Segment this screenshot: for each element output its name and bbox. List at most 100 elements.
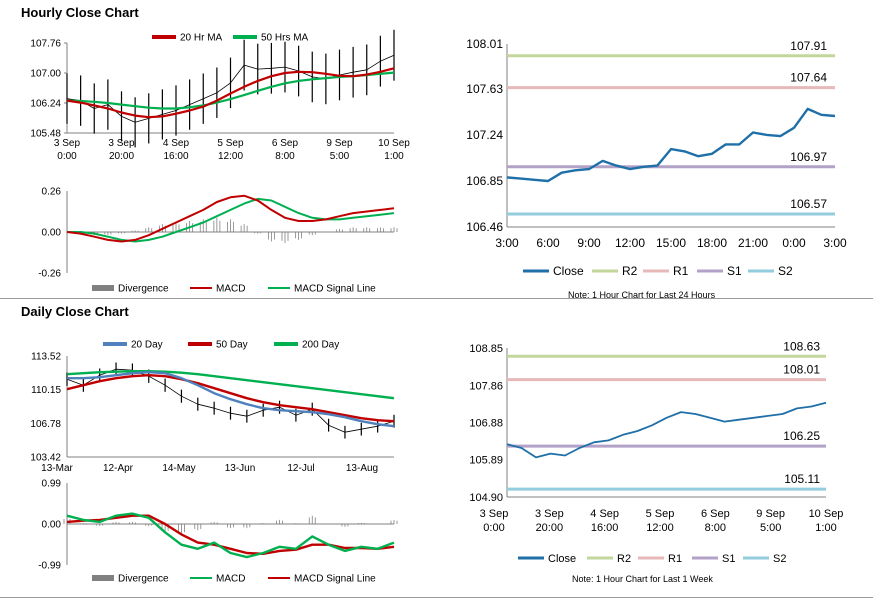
hourly-levels-x-tick: 21:00 — [738, 236, 768, 250]
hourly-legend-signal-swatch — [268, 287, 290, 289]
hourly-price-y-tick: 107.00 — [30, 69, 61, 80]
daily-legend-ma50-swatch — [188, 342, 212, 346]
bottom-divider — [0, 597, 873, 598]
daily-level-s2-label: 105.11 — [784, 472, 820, 486]
daily-legend-divergence-label: Divergence — [118, 574, 169, 585]
hourly-price-x-tick: 6 Sep 8:00 — [272, 138, 299, 162]
hourly-section-title: Hourly Close Chart — [21, 5, 139, 20]
hourly-legend-divergence-swatch — [92, 285, 114, 291]
daily-legend-ma20-swatch — [103, 342, 127, 346]
daily-note: Note: 1 Hour Chart for Last 1 Week — [572, 574, 713, 584]
daily-levels-x-tick: 3 Sep 20:00 — [535, 508, 564, 534]
daily-levels-x-tick: 5 Sep 12:00 — [646, 508, 675, 534]
hourly-levels-y-tick: 107.63 — [466, 82, 503, 96]
hourly-legend-macd-swatch — [190, 287, 212, 289]
daily-macd-y-tick: 0.99 — [42, 479, 62, 490]
hourly-levels-legend-label: R1 — [673, 264, 689, 278]
daily-levels-legend-label: R1 — [668, 553, 682, 565]
daily-legend-divergence-swatch — [92, 575, 114, 581]
section-divider — [0, 298, 873, 299]
daily-levels-y-tick: 105.89 — [469, 455, 503, 467]
hourly-legend-ma20-label: 20 Hr MA — [180, 33, 223, 44]
daily-level-r2-label: 108.63 — [783, 339, 820, 353]
hourly-level-s1-label: 106.97 — [790, 150, 827, 164]
hourly-legend-ma50-swatch — [233, 35, 257, 39]
hourly-legend-ma20-swatch — [152, 35, 176, 39]
daily-price-y-tick: 110.15 — [31, 385, 61, 396]
hourly-price-x-tick: 3 Sep 0:00 — [54, 138, 81, 162]
daily-legend-signal-swatch — [268, 577, 290, 579]
hourly-price-x-tick: 10 Sep 1:00 — [378, 138, 410, 162]
hourly-levels-x-tick: 15:00 — [656, 236, 686, 250]
daily-section-title: Daily Close Chart — [21, 304, 129, 319]
hourly-levels-x-tick: 0:00 — [782, 236, 806, 250]
daily-price-x-tick: 12-Apr — [103, 463, 134, 474]
daily-macd-line — [66, 512, 395, 559]
daily-legend-signal-label: MACD Signal Line — [294, 574, 376, 585]
daily-price-line — [66, 368, 395, 433]
hourly-legend-ma50-label: 50 Hrs MA — [261, 33, 309, 44]
daily-levels-legend-label: S1 — [722, 553, 735, 565]
hourly-price-x-tick: 9 Sep 5:00 — [326, 138, 353, 162]
daily-price-x-tick: 12-Jul — [287, 463, 314, 474]
hourly-levels-x-tick: 3:00 — [495, 236, 519, 250]
daily-levels-x-tick: 9 Sep 5:00 — [756, 508, 785, 534]
hourly-legend-divergence-label: Divergence — [118, 284, 169, 295]
daily-levels-y-tick: 107.86 — [469, 380, 503, 392]
hourly-levels-x-tick: 3:00 — [823, 236, 847, 250]
daily-close-line — [506, 401, 827, 459]
hourly-levels-legend-label: S1 — [727, 264, 742, 278]
hourly-legend-signal-label: MACD Signal Line — [294, 284, 376, 295]
daily-macd-y-tick: 0.00 — [42, 520, 62, 531]
daily-level-r1-label: 108.01 — [783, 363, 820, 377]
hourly-level-s2-label: 106.57 — [790, 197, 827, 211]
daily-price-y-tick: 106.78 — [30, 419, 61, 430]
hourly-price-x-tick: 3 Sep 20:00 — [108, 138, 135, 162]
daily-levels-x-tick: 3 Sep 0:00 — [480, 508, 509, 534]
hourly-levels-legend-label: R2 — [622, 264, 638, 278]
daily-levels-y-tick: 104.90 — [469, 492, 503, 504]
hourly-macd-y-tick: 0.00 — [42, 228, 62, 239]
daily-legend-ma20-label: 20 Day — [131, 340, 163, 351]
hourly-levels-legend-label: Close — [553, 264, 584, 278]
daily-price-x-tick: 13-Jun — [225, 463, 256, 474]
hourly-levels-x-tick: 9:00 — [577, 236, 601, 250]
daily-levels-legend-label: R2 — [617, 553, 631, 565]
daily-legend-ma200-label: 200 Day — [302, 340, 339, 351]
hourly-price-y-tick: 106.24 — [30, 99, 61, 110]
daily-level-s1-label: 106.25 — [783, 429, 820, 443]
hourly-levels-x-tick: 6:00 — [536, 236, 560, 250]
daily-legend-ma200-swatch — [274, 342, 298, 346]
hourly-ma20-line — [66, 67, 395, 119]
daily-ma50-line — [66, 374, 395, 423]
daily-levels-legend-label: Close — [548, 553, 576, 565]
hourly-level-r1-label: 107.64 — [790, 71, 827, 85]
daily-levels-y-tick: 108.85 — [469, 343, 503, 355]
daily-price-x-tick: 13-Aug — [346, 463, 378, 474]
hourly-close-line — [506, 107, 836, 183]
hourly-price-y-tick: 105.48 — [30, 129, 61, 140]
hourly-price-x-tick: 5 Sep 12:00 — [217, 138, 244, 162]
hourly-price-y-tick: 107.76 — [30, 39, 61, 50]
daily-price-y-tick: 103.42 — [30, 453, 61, 464]
hourly-levels-y-tick: 106.46 — [466, 220, 503, 234]
hourly-macd-y-tick: 0.26 — [42, 187, 62, 198]
hourly-level-r2-label: 107.91 — [790, 39, 827, 53]
hourly-legend-macd-label: MACD — [216, 284, 245, 295]
hourly-macd-signal-line — [67, 197, 395, 243]
daily-price-y-tick: 113.52 — [31, 352, 61, 363]
daily-macd-signal-line — [66, 514, 395, 555]
daily-price-x-tick: 13-Mar — [41, 463, 73, 474]
daily-levels-x-tick: 6 Sep 8:00 — [701, 508, 730, 534]
daily-legend-ma50-label: 50 Day — [216, 340, 248, 351]
daily-legend-macd-label: MACD — [216, 574, 245, 585]
hourly-levels-x-tick: 12:00 — [615, 236, 645, 250]
hourly-macd-y-tick: -0.26 — [38, 269, 61, 280]
daily-ma20-line — [67, 371, 395, 428]
daily-levels-y-tick: 106.88 — [469, 417, 503, 429]
daily-macd-y-tick: -0.99 — [38, 561, 61, 572]
daily-price-x-tick: 14-May — [162, 463, 195, 474]
daily-levels-x-tick: 10 Sep 1:00 — [809, 508, 844, 534]
hourly-note: Note: 1 Hour Chart for Last 24 Hours — [568, 290, 716, 300]
